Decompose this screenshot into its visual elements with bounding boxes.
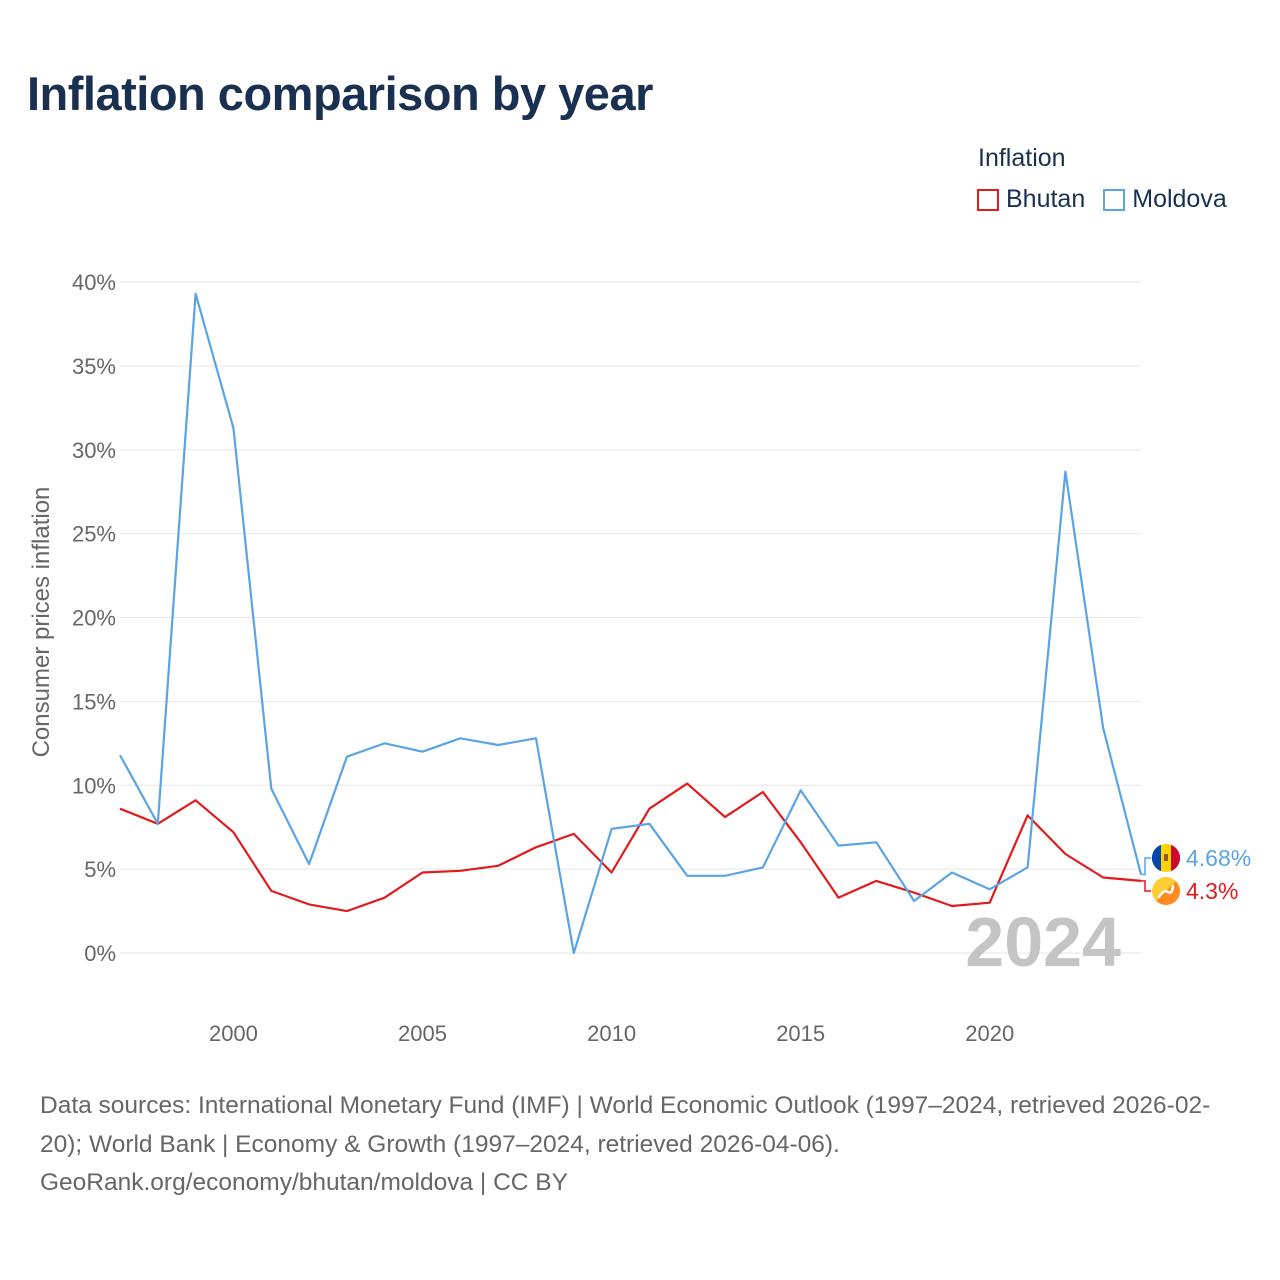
- year-watermark: 2024: [965, 903, 1121, 981]
- x-tick-label: 2015: [776, 1021, 825, 1046]
- legend-label-bhutan: Bhutan: [1006, 185, 1086, 213]
- end-value-label-moldova: 4.68%: [1186, 845, 1251, 871]
- x-tick-label: 2005: [398, 1021, 447, 1046]
- moldova-flag-blue: [1151, 844, 1161, 872]
- legend-label-moldova: Moldova: [1132, 185, 1227, 213]
- legend-swatch-moldova: [1103, 188, 1126, 211]
- data-sources-text: Data sources: International Monetary Fun…: [40, 1092, 1211, 1158]
- y-tick-label: 30%: [72, 438, 116, 463]
- y-tick-label: 10%: [72, 773, 116, 798]
- legend-item-bhutan[interactable]: Bhutan: [977, 185, 1085, 214]
- y-tick-label: 25%: [72, 522, 116, 547]
- y-tick-label: 5%: [84, 857, 116, 882]
- y-tick-label: 15%: [72, 689, 116, 714]
- x-tick-label: 2010: [587, 1021, 636, 1046]
- y-tick-label: 35%: [72, 354, 116, 379]
- end-connector-moldova: [1141, 857, 1151, 876]
- x-tick-label: 2020: [965, 1021, 1014, 1046]
- series-line-moldova[interactable]: [119, 292, 1143, 955]
- legend-title: Inflation: [978, 144, 1066, 172]
- series-line-bhutan[interactable]: [119, 782, 1142, 913]
- bhutan-flag-dragon: [1157, 884, 1175, 899]
- credit-text: GeoRank.org/economy/bhutan/moldova | CC …: [40, 1169, 568, 1196]
- x-tick-label: 2000: [209, 1021, 258, 1046]
- end-connector-bhutan: [1141, 880, 1151, 892]
- legend: Bhutan Moldova: [977, 185, 1227, 214]
- y-tick-label: 0%: [84, 941, 116, 966]
- end-value-label-bhutan: 4.3%: [1186, 878, 1238, 904]
- moldova-flag-emblem: [1164, 854, 1168, 861]
- y-tick-label: 40%: [72, 270, 116, 295]
- chart-title: Inflation comparison by year: [27, 67, 653, 120]
- legend-item-moldova[interactable]: Moldova: [1103, 185, 1227, 214]
- moldova-flag-red: [1171, 844, 1181, 872]
- y-tick-label: 20%: [72, 606, 116, 631]
- footer: Data sources: International Monetary Fun…: [40, 1087, 1245, 1203]
- legend-swatch-bhutan: [977, 188, 999, 211]
